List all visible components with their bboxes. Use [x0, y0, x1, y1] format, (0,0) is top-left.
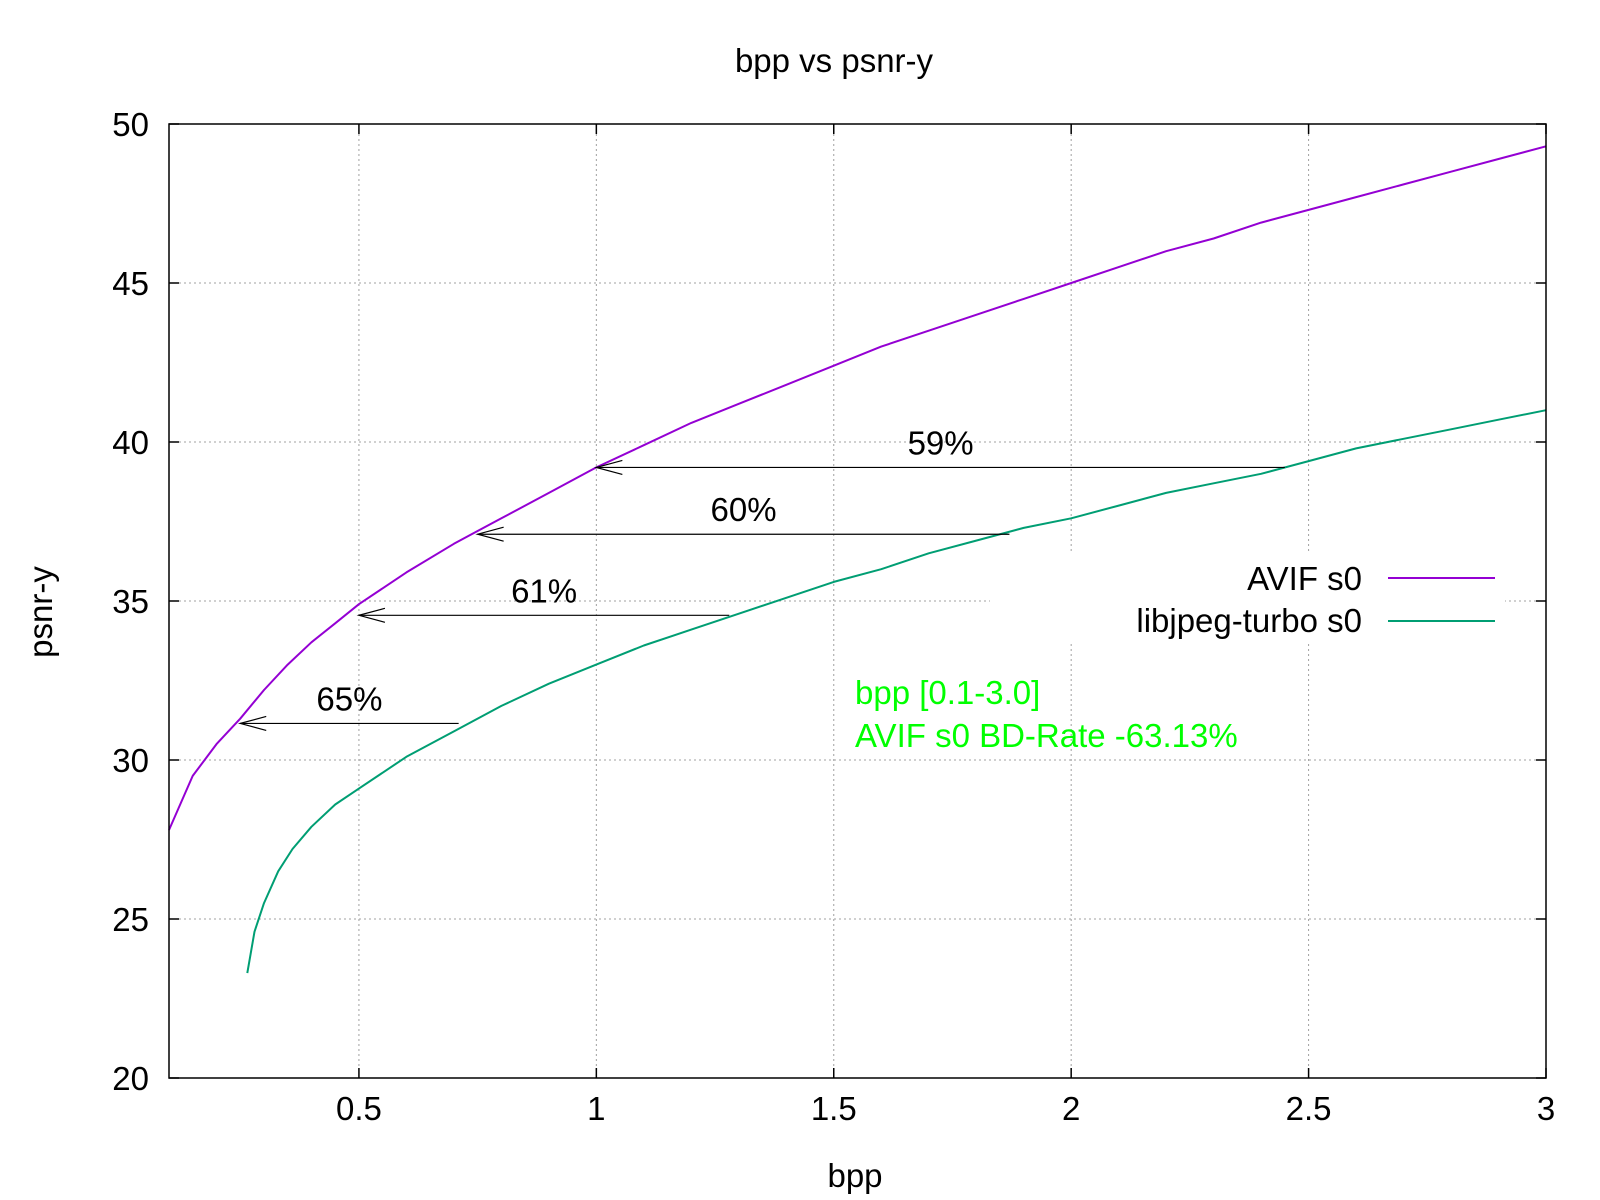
annotation-label: 60%: [711, 491, 777, 528]
annotation-arrowhead: [356, 607, 386, 623]
chart-title: bpp vs psnr-y: [735, 42, 934, 79]
series-lines: [168, 145, 1547, 974]
note-bd-rate: AVIF s0 BD-Rate -63.13%: [855, 717, 1238, 754]
x-tick-label: 0.5: [336, 1090, 382, 1127]
annotation-arrowhead: [237, 715, 267, 732]
note-bpp-range: bpp [0.1-3.0]: [855, 674, 1040, 711]
series-line-1: [246, 409, 1547, 974]
annotation-arrowhead: [594, 459, 623, 476]
y-tick-label: 40: [112, 424, 149, 461]
legend-label-libjpeg: libjpeg-turbo s0: [1136, 602, 1362, 639]
annotation-label: 65%: [316, 680, 382, 717]
x-tick-label: 2: [1062, 1090, 1080, 1127]
x-axis-title: bpp: [827, 1157, 882, 1194]
y-axis-title: psnr-y: [22, 566, 59, 658]
plot-border: [168, 123, 1547, 1079]
series-line-0: [168, 145, 1547, 831]
annotation-label: 61%: [511, 572, 577, 609]
y-tick-label: 45: [112, 265, 149, 302]
annotation-label: 59%: [908, 424, 974, 461]
legend-label-avif: AVIF s0: [1247, 560, 1362, 597]
y-tick-label: 35: [112, 583, 149, 620]
x-tick-label: 1: [587, 1090, 605, 1127]
bd-rate-note: bpp [0.1-3.0] AVIF s0 BD-Rate -63.13%: [855, 674, 1238, 754]
y-tick-label: 25: [112, 901, 149, 938]
annotations: 59% 60% 61% 65%: [237, 424, 1285, 732]
x-tick-label: 1.5: [811, 1090, 857, 1127]
y-tick-label: 30: [112, 742, 149, 779]
axis-ticks: 0.5 1 1.5 2 2.5 3 20 25 30 35 40 45 50: [112, 106, 1555, 1127]
x-tick-label: 2.5: [1286, 1090, 1332, 1127]
annotation-arrowhead: [475, 526, 504, 542]
x-tick-label: 3: [1537, 1090, 1555, 1127]
y-tick-label: 50: [112, 106, 149, 143]
legend-background: [990, 552, 1505, 644]
legend: AVIF s0 libjpeg-turbo s0: [990, 552, 1505, 644]
y-tick-label: 20: [112, 1060, 149, 1097]
